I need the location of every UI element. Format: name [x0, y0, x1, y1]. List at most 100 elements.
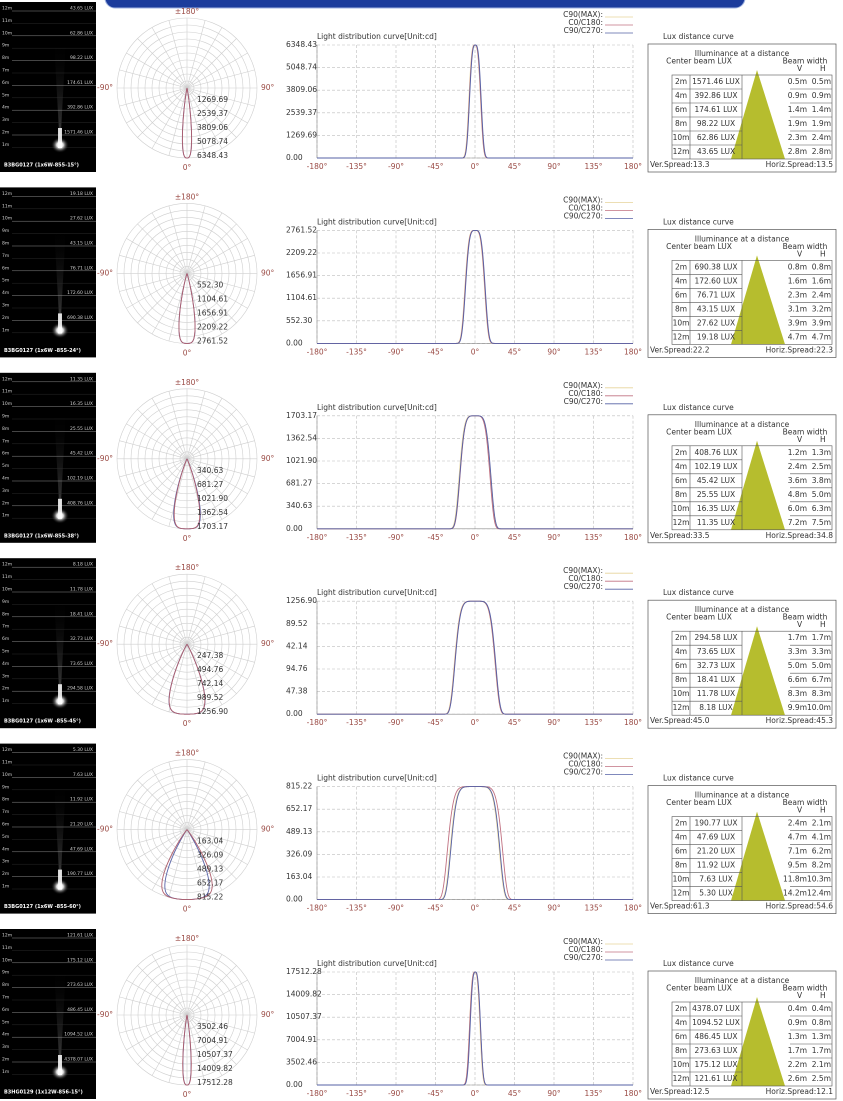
- lux-cell: 47.69 LUX: [697, 833, 735, 842]
- photo-lux: 102.19 LUX: [67, 476, 93, 482]
- distance-label: 12m: [2, 562, 12, 568]
- distance-label: 11m: [2, 574, 12, 580]
- polar-label: -90°: [97, 83, 113, 92]
- lux-cell: 2.5m: [812, 462, 831, 471]
- distance-label: 1m: [2, 513, 9, 519]
- legend-label: C90(MAX):: [563, 381, 603, 390]
- y-tick-label: 89.52: [286, 619, 308, 628]
- distance-label: 5m: [2, 278, 9, 284]
- lux-cell: 2.4m: [788, 819, 807, 828]
- lux-cell: 7.63 LUX: [699, 875, 733, 884]
- distance-label: 8m: [2, 797, 9, 803]
- polar-label: ±180°: [175, 563, 200, 572]
- y-tick-label: 0.00: [286, 338, 303, 347]
- distribution-curve: [317, 415, 633, 530]
- distance-label: 12m: [2, 747, 12, 753]
- lux-cell: 18.41 LUX: [697, 675, 735, 684]
- lux-heading: Illuminance at a distance: [695, 791, 790, 800]
- lux-cell: 4.1m: [812, 833, 831, 842]
- x-tick-label: 90°: [547, 1089, 561, 1098]
- lux-cell: 1.3m: [812, 448, 831, 457]
- distance-label: 6m: [2, 1007, 9, 1013]
- beam-triangle: [731, 626, 785, 716]
- photo-lux: 11.35 LUX: [70, 376, 93, 382]
- lux-cell: 1.9m: [812, 119, 831, 128]
- polar-ring-label: 5078.74: [197, 137, 228, 146]
- x-tick-label: -135°: [346, 533, 367, 542]
- spec-row: 12m 11.35 LUX 11m 10m 16.35 LUX 9m 8m 25.55 LUX…: [0, 372, 837, 544]
- distance-label: 11m: [2, 389, 12, 395]
- beam-light: [54, 967, 66, 1077]
- lux-cell: 4.7m: [788, 833, 807, 842]
- hor-spread: Horiz.Spread:13.5: [766, 160, 834, 169]
- beam-light: [54, 225, 66, 336]
- y-tick-label: 0.00: [286, 709, 303, 718]
- ver-spread: Ver.Spread:22.2: [650, 345, 710, 354]
- polar-label: -90°: [97, 268, 113, 277]
- x-tick-label: -135°: [346, 904, 367, 913]
- y-tick-label: 0.00: [286, 895, 303, 904]
- x-tick-label: 45°: [508, 718, 522, 727]
- photo-lux: 73.65 LUX: [70, 661, 93, 667]
- lux-cell: 12m: [673, 332, 690, 341]
- curve-title: Light distribution curve[Unit:cd]: [317, 588, 437, 597]
- beam-photo: [0, 2, 96, 172]
- lux-heading: Illuminance at a distance: [695, 49, 790, 58]
- lux-cell: 2m: [675, 1004, 687, 1013]
- lux-cell: 2.4m: [812, 133, 831, 142]
- lux-cell: 8m: [675, 675, 687, 684]
- polar-label: -90°: [97, 1010, 113, 1019]
- legend-label: C0/C180:: [568, 203, 603, 212]
- x-tick-label: 0°: [471, 718, 480, 727]
- photo-lux: 8.18 LUX: [73, 562, 93, 568]
- polar-label: -90°: [97, 454, 113, 463]
- lux-cell: 4.7m: [812, 332, 831, 341]
- x-tick-label: -135°: [346, 1089, 367, 1098]
- lux-cell: 14.2m: [783, 889, 807, 898]
- distribution-curve: [317, 44, 633, 159]
- spec-row: 12m 5.30 LUX 11m 10m 7.63 LUX 9m 8m 11.92 LUX 7m…: [0, 743, 837, 914]
- lux-cell: 408.76 LUX: [694, 448, 737, 457]
- lux-heading: Illuminance at a distance: [695, 976, 790, 985]
- polar-label: ±180°: [175, 934, 200, 943]
- distance-label: 10m: [2, 957, 12, 963]
- legend-label: C90(MAX):: [563, 10, 603, 19]
- lux-col: Beam width: [783, 798, 828, 807]
- lux-cell: 2m: [675, 633, 687, 642]
- x-tick-label: -45°: [428, 1089, 444, 1098]
- lux-cell: 2m: [675, 819, 687, 828]
- distribution-curve: [317, 229, 633, 344]
- beam-triangle: [731, 255, 785, 345]
- y-tick-label: 1256.90: [286, 596, 317, 605]
- photo-lux: 21.20 LUX: [70, 822, 93, 828]
- legend-label: C0/C180:: [568, 760, 603, 769]
- lux-cell: 12.4m: [807, 889, 831, 898]
- lux-col: V: [797, 249, 803, 258]
- polar-label: 0°: [183, 348, 192, 357]
- model-label: B3BG0127 (1x6W -855-24°): [4, 348, 81, 354]
- lux-cell: 174.61 LUX: [694, 105, 737, 114]
- photo-lux: 172.60 LUX: [67, 290, 93, 296]
- polar-label: -90°: [97, 639, 113, 648]
- curve-title: Light distribution curve[Unit:cd]: [317, 403, 437, 412]
- lux-cell: 98.22 LUX: [697, 119, 735, 128]
- x-tick-label: 0°: [471, 904, 480, 913]
- lux-cell: 0.4m: [812, 1004, 831, 1013]
- lux-col: V: [797, 435, 803, 444]
- beam-triangle: [731, 440, 785, 530]
- distance-label: 4m: [2, 476, 9, 482]
- lux-cell: 690.38 LUX: [694, 262, 737, 271]
- lux-cell: 27.62 LUX: [697, 318, 735, 327]
- y-tick-label: 163.04: [286, 872, 312, 881]
- lux-cell: 19.18 LUX: [697, 332, 735, 341]
- lux-cell: 4m: [675, 1018, 687, 1027]
- y-tick-label: 326.09: [286, 849, 312, 858]
- beam-photo: [0, 558, 96, 729]
- distance-label: 10m: [2, 772, 12, 778]
- lux-cell: 1.7m: [812, 1046, 831, 1055]
- x-tick-label: -180°: [307, 533, 328, 542]
- polar-ring-label: 1362.54: [197, 508, 228, 517]
- lux-cell: 10m: [673, 318, 690, 327]
- photo-lux: 4378.07 LUX: [64, 1057, 93, 1063]
